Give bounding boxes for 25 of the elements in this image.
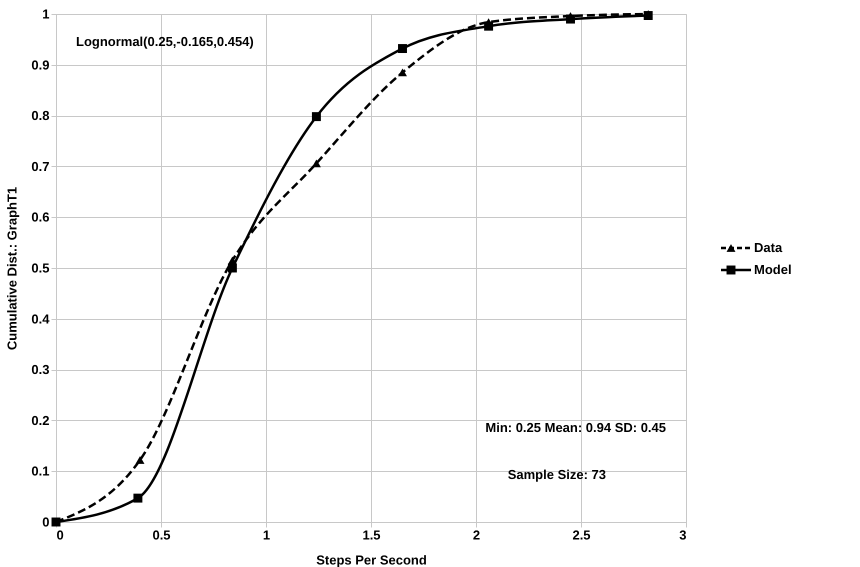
y-tick-label: 0.5 xyxy=(31,260,50,276)
y-tick-label: 0.3 xyxy=(31,362,50,378)
y-tick-label: 0.6 xyxy=(31,210,50,225)
x-tick-label: 3 xyxy=(679,528,686,542)
y-tick-label: 0.7 xyxy=(31,158,50,174)
x-tick-label: 2.5 xyxy=(572,528,591,542)
x-tick-label: 0 xyxy=(56,528,64,542)
legend-label: Model xyxy=(754,262,792,277)
y-tick-label: 0 xyxy=(42,514,50,530)
annotation: Lognormal(0.25,-0.165,0.454) xyxy=(76,34,254,49)
y-tick-label: 1 xyxy=(42,6,50,22)
annotation: Sample Size: 73 xyxy=(508,467,606,482)
y-axis-title: Cumulative Dist.: GraphT1 xyxy=(4,186,20,350)
x-axis-title: Steps Per Second xyxy=(316,552,427,567)
y-tick-label: 0.4 xyxy=(31,311,50,326)
annotation: Min: 0.25 Mean: 0.94 SD: 0.45 xyxy=(485,420,666,435)
x-tick-label: 1 xyxy=(262,528,270,542)
legend-label: Data xyxy=(754,240,783,255)
y-tick-label: 0.9 xyxy=(31,57,50,72)
y-tick-label: 0.8 xyxy=(31,108,50,124)
y-tick-label: 0.1 xyxy=(31,464,50,479)
x-tick-label: 2 xyxy=(472,528,480,542)
x-tick-label: 0.5 xyxy=(152,528,171,542)
x-tick-label: 1.5 xyxy=(362,528,381,542)
y-tick-label: 0.2 xyxy=(31,412,50,428)
